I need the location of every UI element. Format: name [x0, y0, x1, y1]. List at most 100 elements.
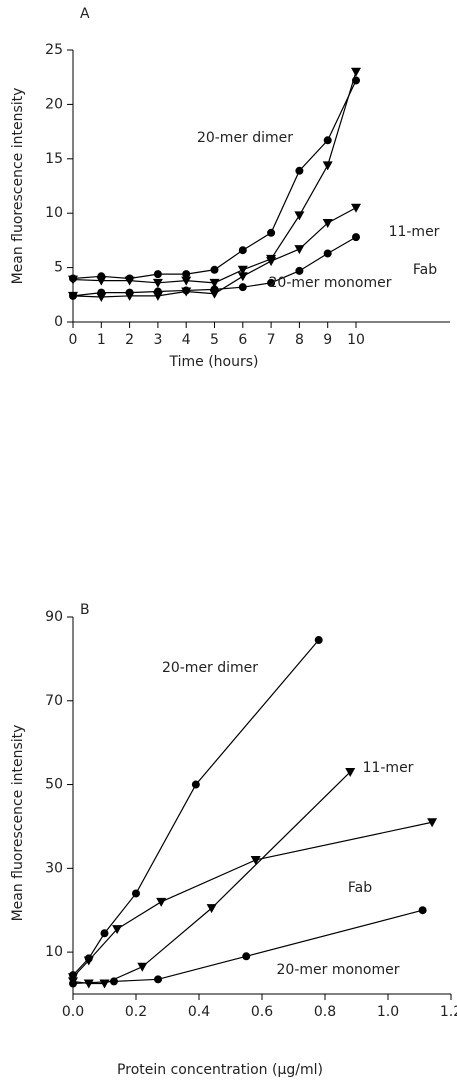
point	[345, 767, 356, 777]
point	[242, 952, 251, 961]
x-tick-label: 0.8	[314, 1004, 336, 1020]
point	[132, 889, 140, 898]
x-tick-label: 3	[153, 332, 162, 348]
point	[351, 67, 361, 77]
point	[294, 245, 305, 255]
x-tick-label: 0.0	[62, 1004, 84, 1020]
x-tick-label: 5	[210, 332, 219, 348]
point	[69, 979, 77, 988]
y-axis-label: Mean fluorescence intensity	[10, 88, 26, 285]
point	[314, 636, 323, 645]
x-tick-label: 0.4	[188, 1004, 210, 1020]
series-label: Fab	[348, 880, 372, 896]
panel-label: B	[80, 602, 90, 618]
y-tick-label: 10	[45, 205, 63, 221]
point	[267, 228, 276, 237]
point	[125, 288, 134, 297]
series-line	[72, 639, 320, 976]
point	[250, 855, 261, 865]
x-tick-label: 7	[267, 332, 276, 348]
y-tick-label: 5	[54, 260, 63, 276]
x-tick-label: 0	[69, 332, 78, 348]
point	[322, 161, 333, 171]
point	[100, 929, 109, 938]
point	[96, 276, 107, 286]
y-tick-label: 15	[45, 151, 63, 167]
x-tick-label: 1	[97, 332, 106, 348]
y-tick-label: 20	[45, 96, 63, 112]
series-label: 20-mer dimer	[162, 660, 258, 676]
point	[210, 265, 219, 274]
x-axis-label: Time (hours)	[169, 354, 259, 370]
y-axis-label: Mean fluorescence intensity	[10, 725, 26, 922]
point	[124, 276, 135, 286]
point	[238, 246, 247, 255]
point	[154, 975, 163, 984]
point	[427, 818, 438, 828]
point	[238, 283, 247, 292]
series-line	[72, 821, 433, 978]
point	[191, 780, 200, 789]
point	[323, 249, 332, 258]
point	[267, 278, 276, 287]
y-tick-label: 0	[54, 314, 63, 330]
y-tick-label: 30	[45, 860, 63, 876]
point	[295, 266, 304, 275]
point	[153, 287, 162, 296]
point	[83, 979, 94, 989]
x-tick-label: 0.6	[251, 1004, 273, 1020]
point	[137, 962, 148, 972]
series-label: 11-mer	[389, 224, 440, 240]
point	[237, 265, 248, 275]
point	[153, 270, 162, 279]
x-tick-label: 8	[295, 332, 304, 348]
x-tick-label: 1.2	[440, 1004, 457, 1020]
x-tick-label: 4	[182, 332, 191, 348]
series-label: 20-mer monomer	[277, 962, 400, 978]
y-tick-label: 10	[45, 944, 63, 960]
point	[109, 977, 118, 986]
point	[206, 904, 217, 914]
point	[69, 291, 77, 300]
point	[323, 136, 332, 145]
series-label: Fab	[413, 262, 437, 278]
point	[181, 276, 192, 286]
point	[352, 233, 360, 242]
x-tick-label: 1.0	[377, 1004, 399, 1020]
panel-label: A	[80, 6, 90, 22]
y-tick-label: 90	[45, 609, 63, 625]
point	[97, 288, 106, 297]
point	[237, 272, 248, 282]
point	[68, 275, 78, 285]
point	[83, 956, 94, 966]
point	[210, 285, 219, 294]
x-tick-label: 0.2	[125, 1004, 147, 1020]
series-line	[72, 771, 351, 985]
point	[295, 166, 304, 175]
point	[112, 925, 123, 935]
series-line	[72, 71, 357, 284]
x-tick-label: 10	[347, 332, 365, 348]
point	[68, 973, 78, 983]
y-tick-label: 70	[45, 693, 63, 709]
point	[156, 897, 167, 907]
x-tick-label: 9	[323, 332, 332, 348]
series-label: 11-mer	[363, 760, 414, 776]
y-tick-label: 50	[45, 777, 63, 793]
point	[322, 218, 333, 228]
x-tick-label: 6	[238, 332, 247, 348]
y-tick-label: 25	[45, 42, 63, 58]
point	[209, 278, 220, 288]
point	[182, 286, 191, 295]
series-line	[72, 80, 357, 280]
series-label: 20-mer monomer	[269, 275, 392, 291]
point	[152, 278, 163, 288]
point	[266, 257, 277, 267]
point	[351, 203, 361, 213]
point	[294, 211, 305, 221]
point	[182, 270, 191, 279]
x-axis-label: Protein concentration (μg/ml)	[117, 1062, 323, 1078]
series-label: 20-mer dimer	[197, 130, 293, 146]
point	[418, 906, 427, 915]
